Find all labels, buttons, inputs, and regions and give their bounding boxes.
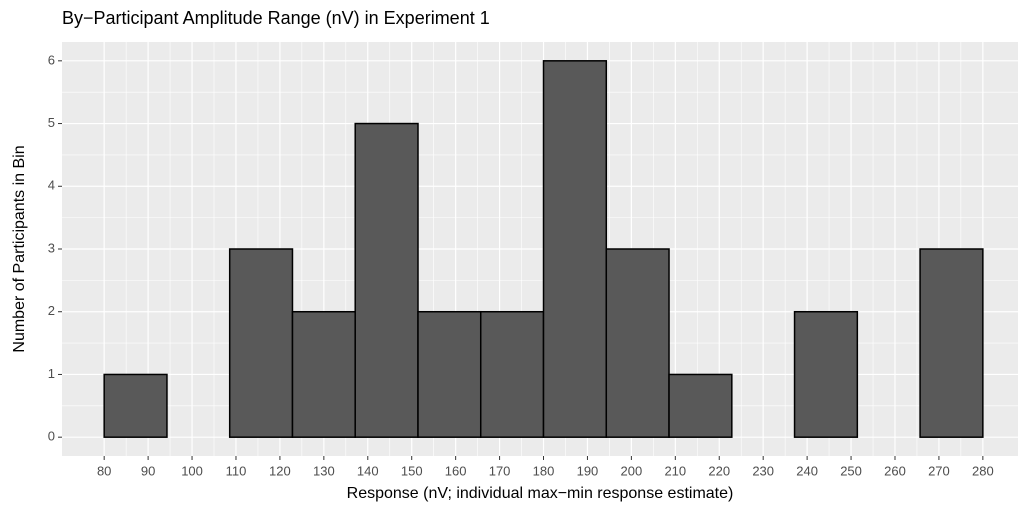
y-tick-label: 0 xyxy=(48,429,55,444)
x-axis-title: Response (nV; individual max−min respons… xyxy=(347,485,734,502)
x-tick-label: 120 xyxy=(269,463,291,478)
x-tick-label: 280 xyxy=(972,463,994,478)
bar xyxy=(228,248,294,438)
bar xyxy=(668,373,733,438)
y-tick-label: 4 xyxy=(48,178,55,193)
bar xyxy=(103,373,168,438)
bar xyxy=(479,310,545,438)
x-tick-label: 130 xyxy=(313,463,335,478)
bar xyxy=(417,310,482,438)
x-tick-label: 230 xyxy=(752,463,774,478)
x-tick-label: 160 xyxy=(445,463,467,478)
x-tick-label: 150 xyxy=(401,463,423,478)
x-tick-label: 250 xyxy=(840,463,862,478)
y-tick-label: 1 xyxy=(48,366,55,381)
y-tick-label: 5 xyxy=(48,115,55,130)
x-tick-label: 140 xyxy=(357,463,379,478)
bar xyxy=(793,310,859,438)
bar xyxy=(354,122,419,438)
x-tick-label: 110 xyxy=(226,463,247,478)
y-tick-label: 2 xyxy=(48,303,55,318)
x-tick-label: 270 xyxy=(928,463,950,478)
x-tick-label: 220 xyxy=(708,463,730,478)
x-tick-label: 80 xyxy=(97,463,111,478)
bar xyxy=(605,248,670,438)
bar xyxy=(291,310,356,438)
y-tick-label: 6 xyxy=(48,52,55,67)
x-tick-label: 90 xyxy=(141,463,155,478)
y-axis-title: Number of Participants in Bin xyxy=(11,145,28,352)
bar xyxy=(542,60,608,438)
x-tick-label: 210 xyxy=(664,463,686,478)
y-tick-label: 3 xyxy=(48,240,55,255)
x-tick-label: 260 xyxy=(884,463,906,478)
x-tick-label: 200 xyxy=(621,463,643,478)
x-tick-label: 170 xyxy=(489,463,511,478)
x-tick-label: 240 xyxy=(796,463,818,478)
chart-title: By−Participant Amplitude Range (nV) in E… xyxy=(62,8,490,28)
bar xyxy=(919,248,984,438)
x-tick-label: 100 xyxy=(181,463,203,478)
x-tick-label: 190 xyxy=(577,463,599,478)
x-tick-label: 180 xyxy=(533,463,555,478)
